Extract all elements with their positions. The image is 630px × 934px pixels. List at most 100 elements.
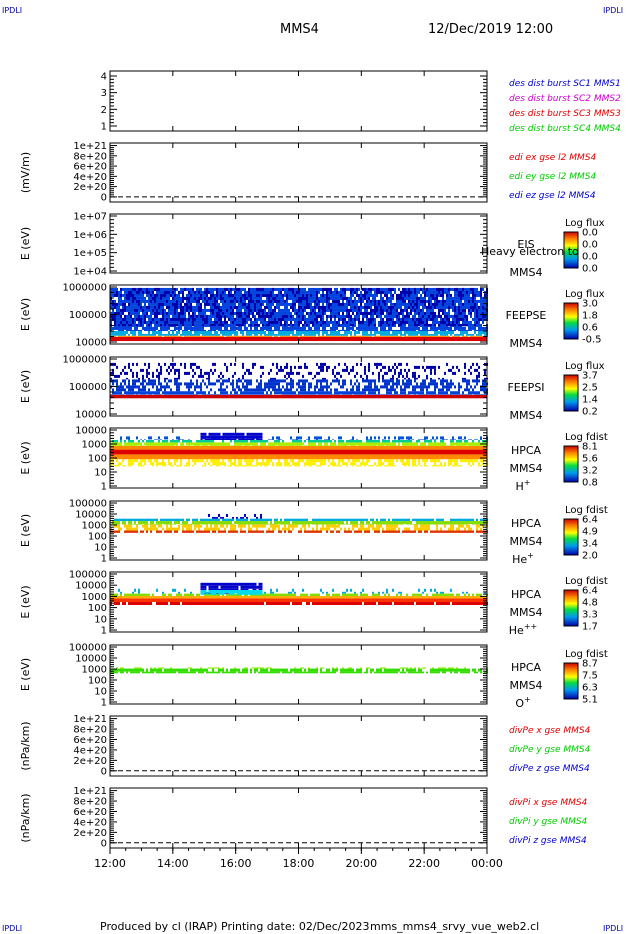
heatmap-cell xyxy=(242,302,244,306)
heatmap-cell xyxy=(298,334,300,336)
heatmap-cell xyxy=(442,287,444,291)
heatmap-cell xyxy=(158,302,160,306)
heatmap-cell xyxy=(372,302,374,306)
heatmap-cell xyxy=(368,388,370,392)
heatmap-cell xyxy=(370,308,372,312)
heatmap-cell xyxy=(316,326,318,330)
heatmap-cell xyxy=(148,329,150,332)
heatmap-cell xyxy=(338,296,340,300)
heatmap-cell xyxy=(362,320,364,324)
heatmap-cell xyxy=(288,323,290,327)
heatmap-cell xyxy=(358,382,360,386)
heatmap-cell xyxy=(434,329,436,332)
heatmap-cell xyxy=(122,293,124,297)
heatmap-cell xyxy=(270,296,272,300)
heatmap-cell xyxy=(280,365,282,369)
heatmap-cell xyxy=(212,293,214,297)
heatmap-cell xyxy=(352,305,354,309)
heatmap-cell xyxy=(272,293,274,297)
heatmap-cell xyxy=(432,326,434,330)
heatmap-cell xyxy=(438,287,440,291)
heatmap-cell xyxy=(366,329,368,332)
heatmap-cell xyxy=(388,388,390,392)
heatmap-cell xyxy=(426,394,428,395)
heatmap-cell xyxy=(212,308,214,312)
heatmap-cell xyxy=(436,317,438,321)
heatmap-cell xyxy=(132,335,134,337)
heatmap-cell xyxy=(214,382,216,386)
heatmap-cell xyxy=(152,293,154,297)
heatmap-cell xyxy=(412,314,414,318)
heatmap-cell xyxy=(138,385,140,389)
heatmap-cell xyxy=(396,382,398,386)
heatmap-cell xyxy=(390,287,392,291)
heatmap-cell xyxy=(292,299,294,303)
heatmap-cell xyxy=(342,308,344,312)
heatmap-cell xyxy=(350,335,352,337)
heatmap-cell xyxy=(228,305,230,309)
heatmap-cell xyxy=(304,385,306,389)
heatmap-cell xyxy=(248,302,250,306)
colorbar-tick-label: 0.0 xyxy=(582,264,598,275)
heatmap-cell xyxy=(298,302,300,306)
heatmap-cell xyxy=(330,394,332,395)
heatmap-cell xyxy=(430,311,432,315)
heatmap-cell xyxy=(474,305,476,309)
heatmap-cell xyxy=(354,374,356,378)
heatmap-cell xyxy=(458,391,460,395)
heatmap-cell xyxy=(270,394,272,395)
heatmap-cell xyxy=(314,311,316,315)
heatmap-cell xyxy=(126,299,128,303)
heatmap-cell xyxy=(162,302,164,306)
heatmap-cell xyxy=(188,394,190,395)
heatmap-cell xyxy=(314,385,316,389)
heatmap-cell xyxy=(272,329,274,332)
heatmap-cell xyxy=(348,320,350,324)
heatmap-cell xyxy=(176,326,178,330)
heatmap-cell xyxy=(122,394,124,395)
heatmap-cell xyxy=(280,335,282,337)
heatmap-cell xyxy=(408,323,410,327)
heatmap-cell xyxy=(452,317,454,321)
heatmap-cell xyxy=(160,329,162,332)
heatmap-cell xyxy=(172,317,174,321)
heatmap-cell xyxy=(242,329,244,332)
heatmap-cell xyxy=(456,391,458,395)
heatmap-cell xyxy=(414,293,416,297)
heatmap-cell xyxy=(448,314,450,318)
heatmap-cell xyxy=(220,329,222,332)
heatmap-cell xyxy=(168,317,170,321)
heatmap-cell xyxy=(186,329,188,332)
heatmap-cell xyxy=(146,299,148,303)
heatmap-cell xyxy=(392,320,394,324)
heatmap-cell xyxy=(174,371,176,375)
heatmap-cell xyxy=(352,293,354,297)
heatmap-cell xyxy=(284,335,286,337)
heatmap-cell xyxy=(232,308,234,312)
corner-label-tl: IPDLI xyxy=(2,6,23,15)
heatmap-cell xyxy=(442,388,444,392)
heatmap-cell xyxy=(422,335,424,337)
heatmap-cell xyxy=(176,377,178,380)
heatmap-cell xyxy=(144,299,146,303)
heatmap-cell xyxy=(258,296,260,300)
heatmap-cell xyxy=(134,314,136,318)
heatmap-cell xyxy=(440,323,442,327)
heatmap-cell xyxy=(210,323,212,327)
heatmap-cell xyxy=(146,305,148,309)
heatmap-cell xyxy=(168,311,170,315)
panel-frame xyxy=(109,142,488,203)
heatmap-cell xyxy=(198,391,200,395)
heatmap-cell xyxy=(140,334,142,336)
heatmap-cell xyxy=(280,293,282,297)
heatmap-cell xyxy=(172,365,174,369)
heatmap-cell xyxy=(334,329,336,332)
heatmap-cell xyxy=(332,334,334,336)
heatmap-cell xyxy=(232,335,234,337)
heatmap-cell xyxy=(416,290,418,294)
heatmap-cell xyxy=(284,374,286,378)
heatmap-cell xyxy=(290,287,292,291)
heatmap-cell xyxy=(198,314,200,318)
heatmap-cell xyxy=(360,299,362,303)
heatmap-band-2 xyxy=(110,331,488,336)
